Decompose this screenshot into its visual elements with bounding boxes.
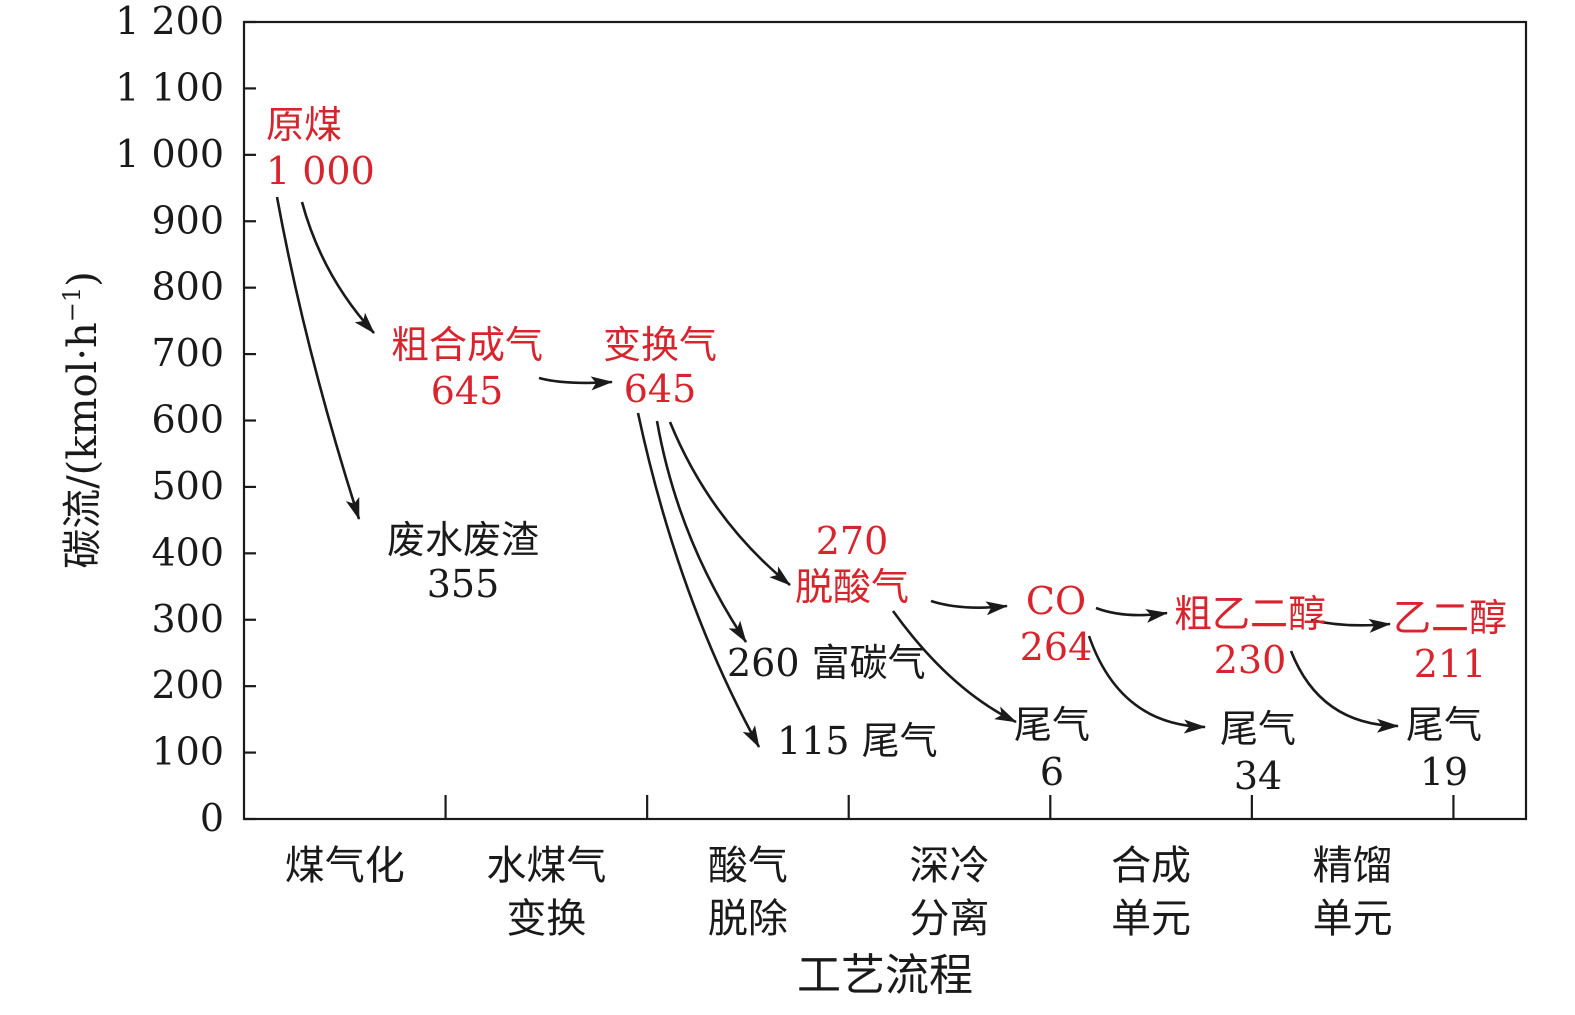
y-tick-label: 1 100	[115, 65, 224, 109]
x-category-label: 脱除	[708, 896, 788, 942]
y-tick-label: 900	[151, 198, 224, 242]
x-category-label: 水煤气	[486, 843, 606, 889]
flow-arrow-crude-eg-to-ethylene-glycol	[1310, 618, 1391, 633]
flow-node-label: CO	[1026, 579, 1086, 623]
x-category-label: 分离	[910, 896, 990, 942]
y-tick-label: 600	[151, 398, 224, 442]
flow-node-label: 645	[624, 367, 697, 411]
flow-node-label: 260 富碳气	[727, 641, 926, 685]
flow-arrow-shifted-gas-to-tail-gas-acid	[636, 412, 761, 748]
flow-node-label: 270	[816, 519, 889, 563]
flow-arrow-shifted-gas-to-acid-free-gas	[668, 421, 791, 587]
y-tick-label: 700	[151, 331, 224, 375]
y-axis-title-main: 碳流/(kmol·h	[60, 322, 106, 569]
x-category-label: 变换	[506, 896, 586, 942]
flow-node-label: 尾气	[1220, 707, 1296, 751]
y-tick-label: 1 000	[115, 132, 224, 176]
y-tick-label: 100	[151, 730, 224, 774]
flow-arrow-crude-syngas-to-shifted-gas	[538, 376, 613, 391]
y-axis-title-superscript: −1	[58, 287, 86, 322]
plot-frame	[242, 20, 1528, 821]
x-axis-title: 工艺流程	[797, 950, 973, 1001]
flow-arrow-shifted-gas-to-carbon-rich-gas	[655, 420, 748, 643]
flow-node-label: 1 000	[266, 149, 375, 193]
flow-node-tail-gas-cryo: 尾气6	[1014, 703, 1090, 794]
flow-arrow-acid-free-gas-to-co	[930, 599, 1008, 616]
flow-arrow-raw-coal-to-wastewater-residue	[275, 196, 361, 520]
x-category-label: 合成	[1111, 843, 1191, 889]
flow-arrow-co-to-tail-gas-synth	[1087, 635, 1206, 734]
y-tick-label: 400	[151, 530, 224, 574]
y-tick-label: 800	[151, 265, 224, 309]
flow-node-tail-gas-acid: 115 尾气	[777, 719, 938, 763]
x-category-label: 深冷	[910, 843, 990, 889]
flow-arrow-raw-coal-to-crude-syngas	[300, 201, 375, 334]
y-tick-label: 200	[151, 663, 224, 707]
flow-node-label: 115 尾气	[777, 719, 938, 763]
flow-node-label: 原煤	[266, 103, 342, 147]
x-category-label: 酸气	[708, 843, 788, 889]
flow-node-raw-coal: 原煤1 000	[266, 103, 375, 193]
y-tick-label: 1 200	[115, 0, 224, 43]
flow-arrow-crude-eg-to-tail-gas-distill	[1289, 650, 1399, 733]
flow-node-label: 645	[431, 369, 504, 413]
flow-node-label: 6	[1040, 750, 1064, 794]
flow-node-label: 粗乙二醇	[1174, 592, 1326, 636]
x-category-label: 单元	[1111, 896, 1191, 942]
flow-node-label: 尾气	[1014, 703, 1090, 747]
flow-node-label: 尾气	[1406, 703, 1482, 747]
y-tick-label: 0	[200, 796, 224, 840]
y-tick-label: 300	[151, 597, 224, 641]
flow-node-label: 废水废渣	[387, 518, 539, 562]
flow-node-label: 264	[1020, 625, 1093, 669]
flow-arrow-acid-free-gas-to-tail-gas-cryo	[891, 610, 1017, 724]
x-category-label: 煤气化	[285, 843, 405, 889]
x-category-label: 单元	[1313, 896, 1393, 942]
flow-node-label: 211	[1414, 642, 1487, 686]
x-category-label: 精馏	[1313, 843, 1393, 889]
y-axis-title: 碳流/(kmol·h−1)	[58, 271, 106, 569]
flow-arrows	[275, 196, 1399, 748]
flow-node-label: 粗合成气	[391, 323, 543, 367]
flow-node-label: 19	[1420, 750, 1468, 794]
flow-node-label: 355	[427, 562, 500, 606]
y-axis: 0 100 200 300 400 500 600 700 800 900 1 000 1 100 1 …	[115, 0, 256, 840]
flow-node-label: 34	[1234, 754, 1282, 798]
flow-node-label: 230	[1214, 638, 1287, 682]
flow-node-carbon-rich-gas: 260 富碳气	[727, 641, 926, 685]
y-tick-label: 500	[151, 464, 224, 508]
flow-node-label: 变换气	[603, 323, 717, 367]
y-axis-title-close: )	[60, 271, 106, 287]
flow-node-label: 脱酸气	[795, 565, 909, 609]
flow-node-label: 乙二醇	[1393, 596, 1507, 640]
flow-arrow-co-to-crude-eg	[1095, 606, 1168, 623]
